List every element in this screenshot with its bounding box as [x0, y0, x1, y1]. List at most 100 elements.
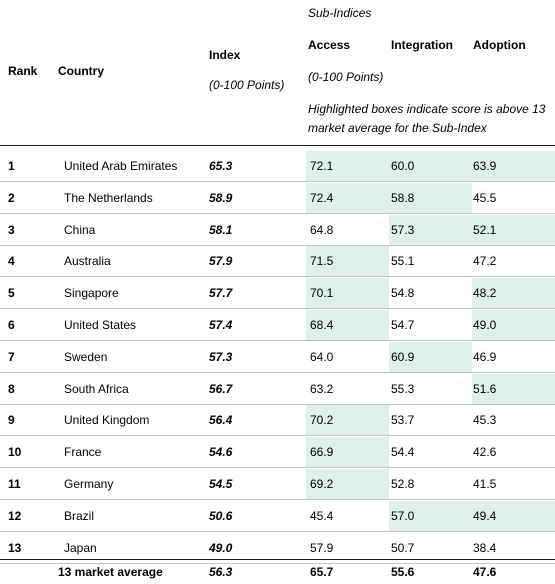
- country-cell: Germany: [64, 477, 114, 491]
- index-cell: 57.3: [209, 349, 233, 364]
- adoption-cell: 49.4: [473, 508, 497, 523]
- row-divider: [0, 435, 555, 437]
- country-cell: United States: [64, 318, 137, 332]
- rank-cell: 4: [8, 254, 15, 269]
- access-cell: 71.5: [310, 254, 334, 269]
- row-divider: [0, 403, 555, 405]
- access-cell: 72.4: [310, 190, 334, 205]
- integration-highlight: [389, 500, 472, 532]
- row-divider: [0, 212, 555, 214]
- table-row: 8 South Africa 56.7 63.2 55.3 51.6: [0, 373, 555, 405]
- adoption-cell: 52.1: [473, 222, 497, 237]
- integration-cell: 58.8: [391, 190, 415, 205]
- integration-cell: 57.0: [391, 508, 415, 523]
- integration-cell: 50.7: [391, 540, 415, 555]
- access-highlight: [306, 405, 389, 437]
- access-highlight: [306, 246, 389, 278]
- access-highlight: [306, 469, 389, 500]
- country-cell: Australia: [64, 254, 111, 269]
- integration-cell: 57.3: [391, 222, 415, 237]
- table-row: 3 China 58.1 64.8 57.3 52.1: [0, 214, 555, 246]
- table-row: 11 Germany 54.5 69.2 52.8 41.5: [0, 469, 555, 500]
- country-cell: Japan: [64, 540, 97, 555]
- row-divider: [0, 530, 555, 532]
- access-cell: 72.1: [310, 159, 334, 173]
- integration-highlight: [389, 341, 472, 373]
- integration-highlight: [389, 214, 472, 246]
- index-cell: 49.0: [209, 540, 233, 555]
- adoption-cell: 45.5: [473, 190, 497, 205]
- average-label: 13 market average: [58, 565, 163, 579]
- access-cell: 64.8: [310, 222, 334, 237]
- country-cell: China: [64, 222, 96, 237]
- rank-cell: 11: [8, 477, 21, 491]
- access-cell: 68.4: [310, 318, 334, 332]
- access-header: Access: [308, 38, 351, 52]
- integration-cell: 52.8: [391, 477, 415, 491]
- access-highlight: [306, 437, 389, 469]
- integration-cell: 54.8: [391, 286, 415, 301]
- country-cell: Brazil: [64, 508, 95, 523]
- integration-header: Integration: [391, 38, 453, 52]
- rank-cell: 12: [8, 508, 22, 523]
- access-highlight: [306, 310, 389, 341]
- adoption-highlight: [472, 278, 555, 310]
- rank-cell: 13: [8, 540, 22, 555]
- index-cell: 65.3: [209, 159, 233, 173]
- average-access: 65.7: [310, 565, 334, 579]
- country-cell: South Africa: [64, 381, 129, 396]
- access-cell: 64.0: [310, 349, 334, 364]
- access-highlight: [306, 182, 389, 214]
- adoption-cell: 63.9: [473, 159, 497, 173]
- table-row: 4 Australia 57.9 71.5 55.1 47.2: [0, 246, 555, 278]
- average-integration: 55.6: [391, 565, 415, 579]
- rank-cell: 9: [8, 413, 15, 428]
- integration-cell: 53.7: [391, 413, 415, 428]
- adoption-highlight: [472, 214, 555, 246]
- row-divider: [0, 371, 555, 373]
- index-cell: 58.1: [209, 222, 233, 237]
- access-highlight: [306, 151, 389, 182]
- country-cell: United Arab Emirates: [64, 159, 178, 173]
- access-cell: 69.2: [310, 477, 334, 491]
- adoption-cell: 51.6: [473, 381, 497, 396]
- adoption-cell: 47.2: [473, 254, 497, 269]
- adoption-highlight: [472, 373, 555, 405]
- row-divider: [0, 562, 555, 564]
- footer-divider: [0, 559, 555, 560]
- country-cell: The Netherlands: [64, 190, 153, 205]
- index-cell: 50.6: [209, 508, 233, 523]
- integration-cell: 55.3: [391, 381, 415, 396]
- table-row: 13 Japan 49.0 57.9 50.7 38.4: [0, 533, 555, 564]
- average-adoption: 47.6: [473, 565, 497, 579]
- access-cell: 70.2: [310, 413, 334, 428]
- rank-cell: 8: [8, 381, 15, 396]
- country-cell: Sweden: [64, 349, 108, 364]
- country-cell: Singapore: [64, 286, 119, 301]
- integration-highlight: [389, 182, 472, 214]
- row-divider: [0, 499, 555, 500]
- index-cell: 54.5: [209, 477, 233, 491]
- sub-indices-unit: (0-100 Points): [308, 70, 384, 84]
- index-cell: 56.7: [209, 381, 233, 396]
- integration-cell: 54.4: [391, 445, 415, 460]
- access-cell: 63.2: [310, 381, 334, 396]
- integration-highlight: [389, 151, 472, 182]
- access-cell: 45.4: [310, 508, 334, 523]
- country-cell: United Kingdom: [64, 413, 150, 428]
- rank-header: Rank: [8, 64, 38, 78]
- adoption-cell: 42.6: [473, 445, 497, 460]
- integration-cell: 60.9: [391, 349, 415, 364]
- row-divider: [0, 276, 555, 278]
- adoption-highlight: [472, 310, 555, 341]
- row-divider: [0, 340, 555, 341]
- table-row: 5 Singapore 57.7 70.1 54.8 48.2: [0, 278, 555, 310]
- rank-cell: 3: [8, 222, 15, 237]
- table-row: 2 The Netherlands 58.9 72.4 58.8 45.5: [0, 182, 555, 214]
- index-unit: (0-100 Points): [209, 78, 285, 92]
- header-divider: [0, 145, 555, 146]
- index-cell: 54.6: [209, 445, 233, 460]
- row-divider: [0, 308, 555, 310]
- table-row: 1 United Arab Emirates 65.3 72.1 60.0 63.9: [0, 151, 555, 182]
- highlight-note: Highlighted boxes indicate score is abov…: [308, 102, 546, 135]
